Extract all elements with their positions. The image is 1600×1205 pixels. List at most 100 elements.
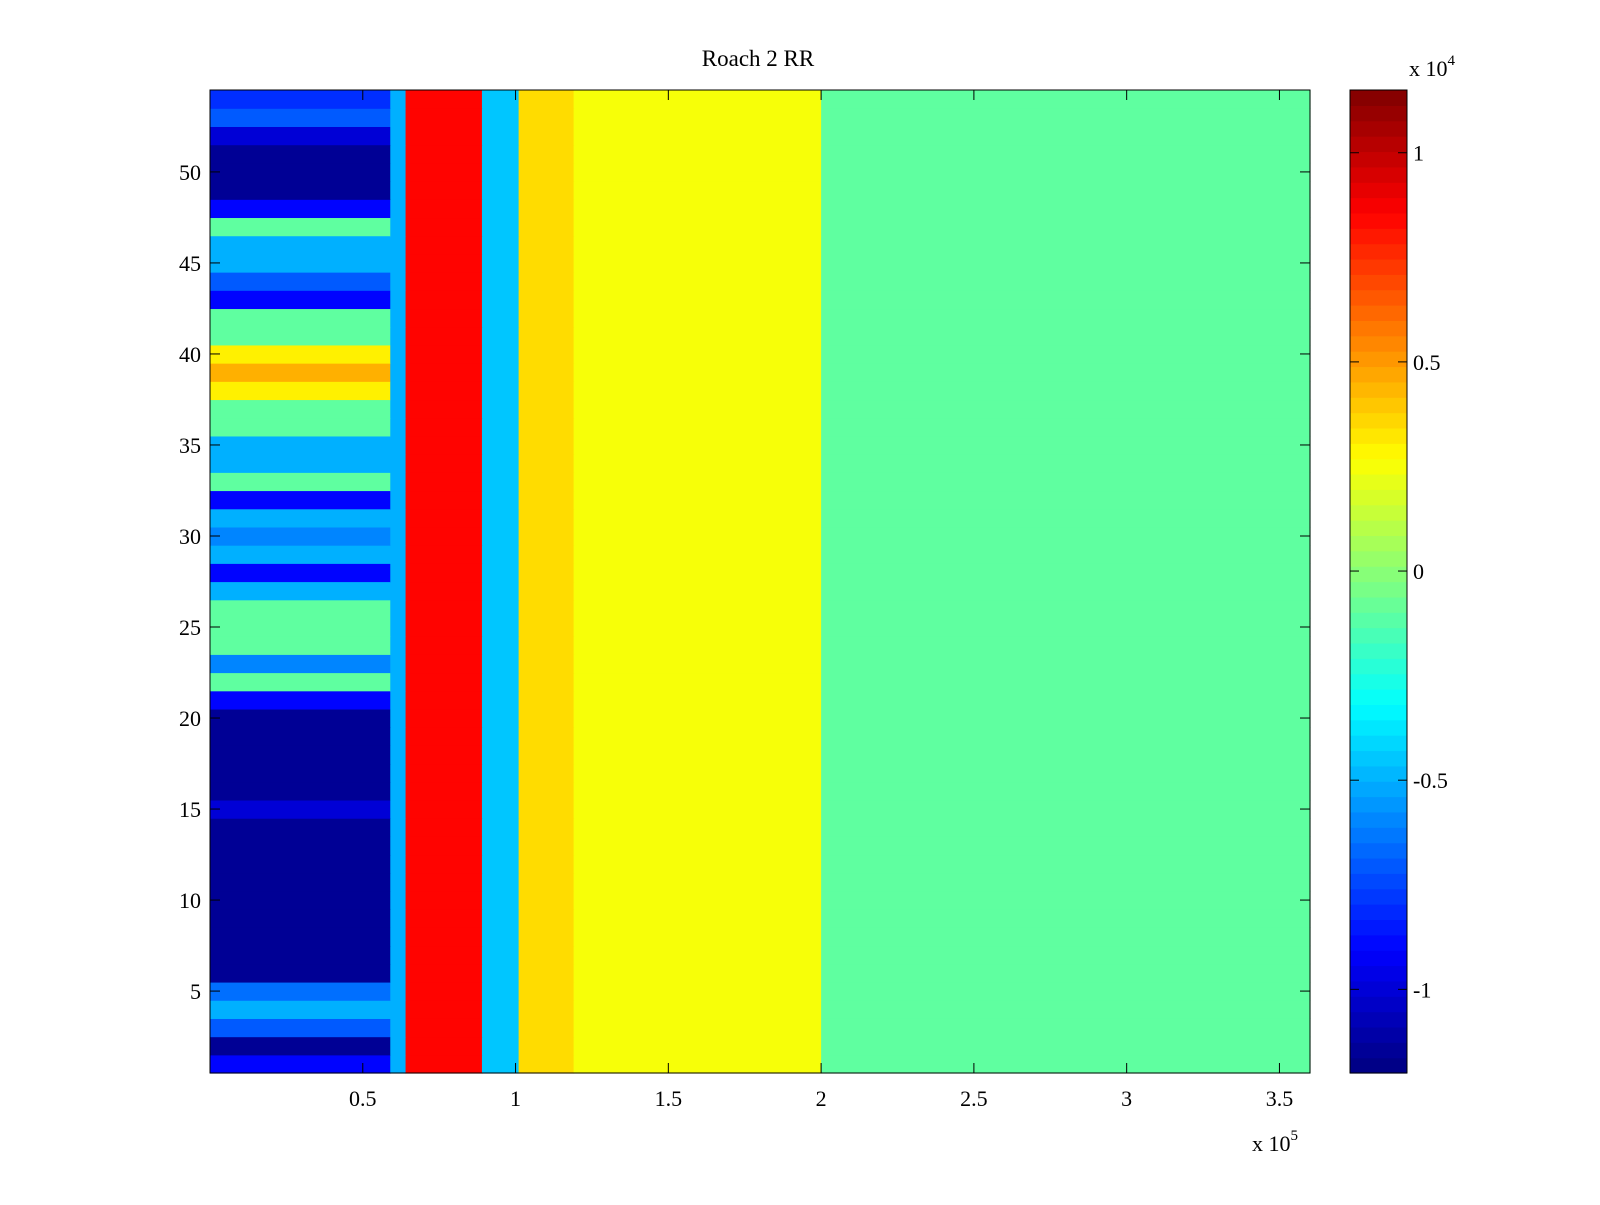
heatmap-cell xyxy=(821,836,1311,856)
heatmap-cell xyxy=(821,490,1311,510)
heatmap-cell xyxy=(481,890,520,910)
heatmap-cell xyxy=(405,818,483,837)
heatmap-cell xyxy=(390,454,407,473)
colorbar-step xyxy=(1350,934,1407,951)
heatmap-cell xyxy=(573,526,822,546)
heatmap-cell xyxy=(481,162,520,182)
heatmap-cell xyxy=(210,235,391,255)
colorbar-step xyxy=(1350,120,1407,137)
heatmap-cell xyxy=(210,708,391,728)
heatmap-cell xyxy=(390,1000,407,1019)
heatmap-cell xyxy=(210,181,391,200)
colorbar xyxy=(1350,90,1407,1074)
heatmap-cell xyxy=(573,672,822,692)
colorbar-step xyxy=(1350,1042,1407,1059)
heatmap-cell xyxy=(518,927,575,947)
heatmap-cell xyxy=(573,126,822,146)
heatmap-cell xyxy=(518,181,575,200)
colorbar-step xyxy=(1350,704,1407,721)
colorbar-step xyxy=(1350,919,1407,936)
y-tick-label: 45 xyxy=(179,251,201,276)
heatmap-cell xyxy=(210,872,391,892)
heatmap-cell xyxy=(405,272,483,291)
colorbar-step xyxy=(1350,243,1407,260)
heatmap-cell xyxy=(390,253,407,273)
heatmap-cells xyxy=(210,90,1311,1074)
heatmap-cell xyxy=(390,581,407,601)
heatmap-cell xyxy=(821,672,1311,692)
heatmap-cell xyxy=(518,272,575,291)
heatmap-cell xyxy=(821,981,1311,1001)
heatmap-cell xyxy=(405,399,483,419)
x-tick-label: 0.5 xyxy=(349,1086,377,1111)
heatmap-cell xyxy=(210,781,391,801)
heatmap-cell xyxy=(481,581,520,601)
heatmap-cell xyxy=(573,563,822,583)
heatmap-cell xyxy=(210,290,391,310)
heatmap-cell xyxy=(405,690,483,710)
heatmap-cell xyxy=(573,1000,822,1019)
heatmap-cell xyxy=(390,162,407,182)
colorbar-step xyxy=(1350,166,1407,183)
colorbar-step xyxy=(1350,351,1407,368)
heatmap-cell xyxy=(821,1018,1311,1038)
heatmap-cell xyxy=(573,253,822,273)
heatmap-cell xyxy=(518,363,575,382)
heatmap-cell xyxy=(210,909,391,928)
heatmap-cell xyxy=(481,818,520,837)
heatmap-cell xyxy=(390,1036,407,1056)
heatmap-cell xyxy=(390,272,407,291)
heatmap-cell xyxy=(390,781,407,801)
heatmap-cell xyxy=(821,1036,1311,1056)
heatmap-cell xyxy=(518,253,575,273)
heatmap-cell xyxy=(390,636,407,655)
heatmap-cell xyxy=(210,526,391,546)
colorbar-step xyxy=(1350,228,1407,245)
heatmap-cell xyxy=(390,181,407,200)
heatmap-cell xyxy=(573,581,822,601)
colorbar-step xyxy=(1350,458,1407,475)
heatmap-cell xyxy=(573,1018,822,1038)
heatmap-cell xyxy=(518,126,575,146)
heatmap-cell xyxy=(405,417,483,437)
x-tick-label: 2 xyxy=(816,1086,827,1111)
heatmap-cell xyxy=(390,308,407,328)
colorbar-step xyxy=(1350,857,1407,874)
heatmap-cell xyxy=(405,199,483,219)
heatmap-cell xyxy=(573,326,822,346)
heatmap-cell xyxy=(210,836,391,856)
heatmap-cell xyxy=(821,90,1311,109)
heatmap-cell xyxy=(390,872,407,892)
heatmap-cell xyxy=(821,799,1311,819)
colorbar-step xyxy=(1350,412,1407,429)
heatmap-cell xyxy=(481,126,520,146)
heatmap-cell xyxy=(821,253,1311,273)
heatmap-cell xyxy=(390,818,407,837)
heatmap-cell xyxy=(390,981,407,1001)
heatmap-cell xyxy=(390,963,407,983)
colorbar-step xyxy=(1350,1011,1407,1028)
heatmap-cell xyxy=(390,490,407,510)
x-tick-label: 2.5 xyxy=(960,1086,988,1111)
heatmap-cell xyxy=(821,435,1311,455)
heatmap-cell xyxy=(573,108,822,127)
heatmap-cell xyxy=(481,399,520,419)
heatmap-cell xyxy=(481,235,520,255)
heatmap-cell xyxy=(821,909,1311,928)
heatmap-cell xyxy=(573,454,822,473)
heatmap-cell xyxy=(481,708,520,728)
y-axis: 5 10 15 20 25 30 35 40 45 50 xyxy=(179,160,1310,1004)
heatmap-cell xyxy=(405,108,483,127)
colorbar-step xyxy=(1350,305,1407,321)
heatmap-cell xyxy=(390,745,407,765)
heatmap-cell xyxy=(481,144,520,164)
heatmap-cell xyxy=(481,363,520,382)
heatmap-cell xyxy=(210,108,391,127)
heatmap-cell xyxy=(481,545,520,564)
colorbar-step xyxy=(1350,750,1407,767)
colorbar-step xyxy=(1350,596,1407,613)
heatmap-cell xyxy=(210,617,391,637)
heatmap-cell xyxy=(210,690,391,710)
heatmap-cell xyxy=(518,144,575,164)
